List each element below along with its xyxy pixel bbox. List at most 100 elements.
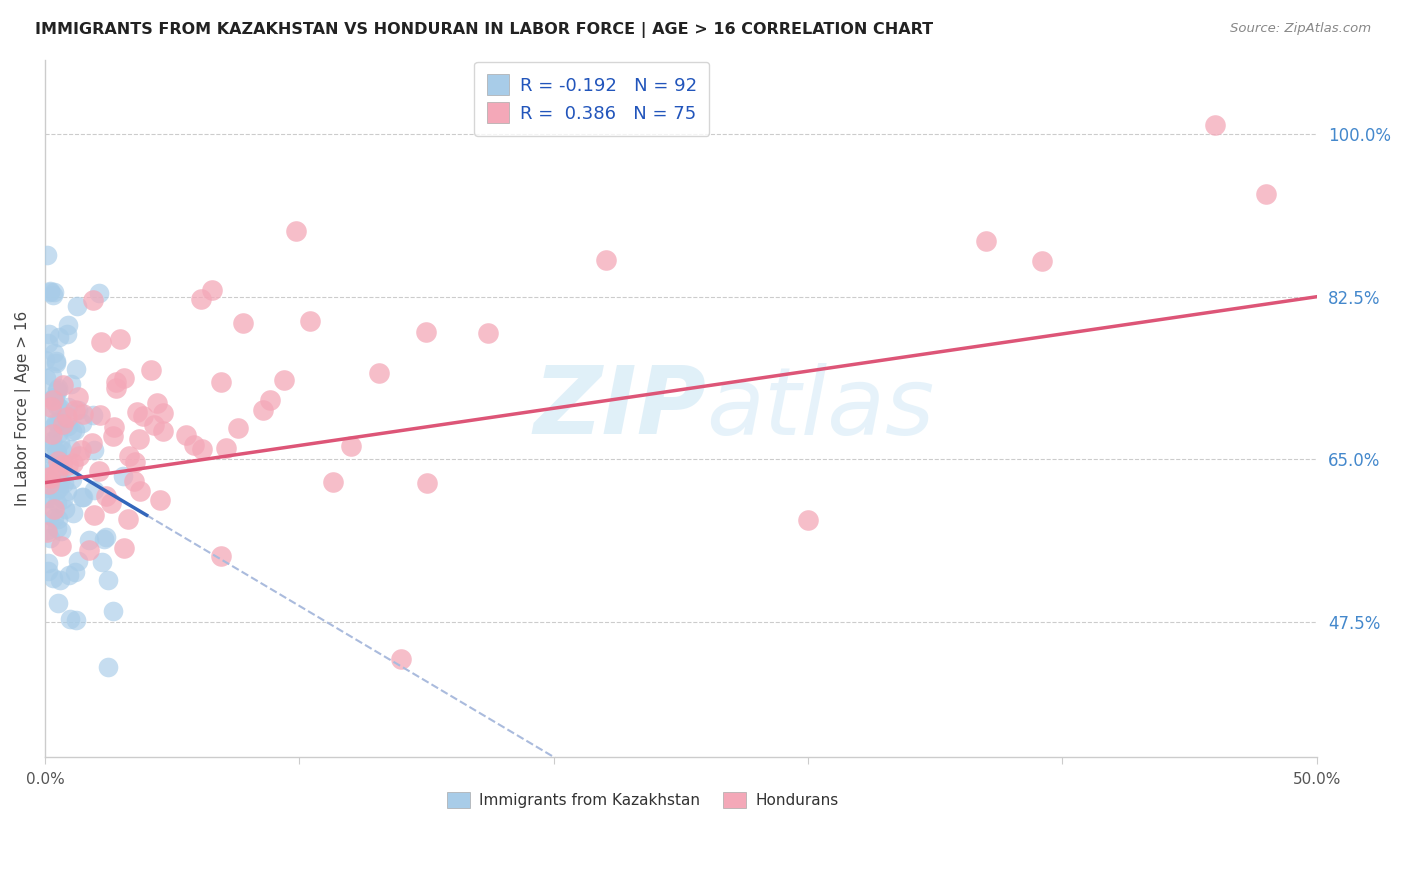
Point [44, 390, 66, 404]
Point [38, 491, 60, 506]
Point [58, 419, 80, 434]
Point [63, 565, 86, 579]
Point [63, 402, 86, 417]
Point [111, 469, 134, 483]
Point [62, 506, 84, 520]
Point [125, 405, 148, 419]
Point [1031, 253, 1053, 268]
Point [44, 462, 66, 476]
Point [49, 435, 72, 450]
Point [797, 513, 820, 527]
Point [48, 329, 70, 343]
Point [60, 376, 83, 391]
Point [38, 471, 60, 485]
Point [79, 533, 101, 547]
Point [201, 283, 224, 297]
Point [259, 392, 281, 407]
Point [39, 460, 62, 475]
Point [34, 410, 56, 425]
Point [595, 253, 617, 268]
Point [415, 475, 437, 490]
Point [49, 539, 72, 553]
Point [415, 325, 437, 339]
Point [110, 332, 132, 346]
Point [46, 512, 69, 526]
Point [67, 449, 90, 463]
Point [70, 416, 93, 430]
Point [72, 490, 94, 504]
Point [49, 411, 72, 425]
Text: ZIP: ZIP [533, 362, 706, 454]
Point [97, 660, 120, 674]
Point [90, 334, 112, 349]
Point [58, 568, 80, 582]
Point [45, 354, 67, 368]
Point [322, 475, 344, 489]
Point [42, 502, 65, 516]
Point [41, 392, 63, 407]
Point [146, 396, 169, 410]
Point [46, 596, 69, 610]
Point [46, 454, 69, 468]
Point [132, 409, 155, 423]
Point [38, 390, 60, 404]
Point [49, 524, 72, 538]
Point [52, 417, 75, 431]
Point [56, 318, 79, 333]
Point [56, 458, 79, 472]
Point [51, 443, 73, 458]
Point [65, 613, 87, 627]
Point [41, 436, 63, 450]
Point [49, 573, 72, 587]
Point [55, 483, 77, 498]
Point [226, 421, 249, 435]
Point [46, 465, 69, 479]
Point [48, 381, 70, 395]
Point [49, 475, 72, 489]
Point [1204, 118, 1226, 132]
Point [105, 381, 128, 395]
Point [53, 502, 76, 516]
Point [124, 455, 146, 469]
Point [46, 399, 69, 413]
Point [72, 407, 94, 421]
Point [82, 293, 104, 308]
Point [42, 571, 65, 585]
Point [209, 549, 232, 564]
Point [340, 439, 363, 453]
Point [59, 442, 82, 457]
Point [42, 393, 65, 408]
Legend: Immigrants from Kazakhstan, Hondurans: Immigrants from Kazakhstan, Hondurans [440, 784, 846, 815]
Point [42, 285, 65, 300]
Point [87, 464, 110, 478]
Point [56, 326, 79, 341]
Point [62, 472, 84, 486]
Point [100, 496, 122, 510]
Point [183, 438, 205, 452]
Point [38, 327, 60, 342]
Point [38, 284, 60, 298]
Point [112, 541, 135, 556]
Y-axis label: In Labor Force | Age > 16: In Labor Force | Age > 16 [15, 310, 31, 506]
Point [94, 530, 117, 544]
Point [124, 475, 146, 489]
Text: atlas: atlas [706, 363, 935, 454]
Point [35, 481, 58, 495]
Point [44, 510, 66, 524]
Point [46, 445, 69, 459]
Point [114, 371, 136, 385]
Point [45, 355, 67, 369]
Point [51, 458, 73, 473]
Point [41, 369, 63, 384]
Point [89, 408, 111, 422]
Point [368, 366, 391, 380]
Point [52, 377, 75, 392]
Point [80, 436, 103, 450]
Point [46, 415, 69, 429]
Point [129, 483, 152, 498]
Point [89, 286, 111, 301]
Point [128, 432, 150, 446]
Point [37, 248, 59, 262]
Point [82, 409, 104, 423]
Point [46, 520, 69, 534]
